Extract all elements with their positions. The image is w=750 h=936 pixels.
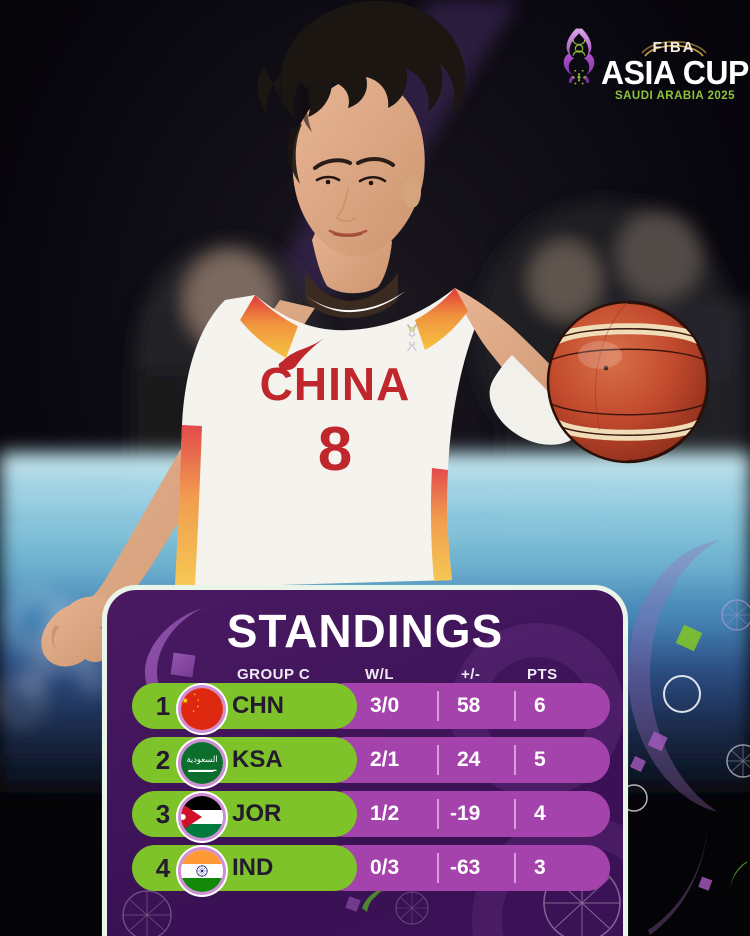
svg-text:SAUDI ARABIA 2025: SAUDI ARABIA 2025 [615,90,735,102]
svg-text:السعودية: السعودية [186,754,217,764]
svg-text:ASIA CUP: ASIA CUP [601,55,749,92]
svg-text:FIBA: FIBA [653,39,696,56]
